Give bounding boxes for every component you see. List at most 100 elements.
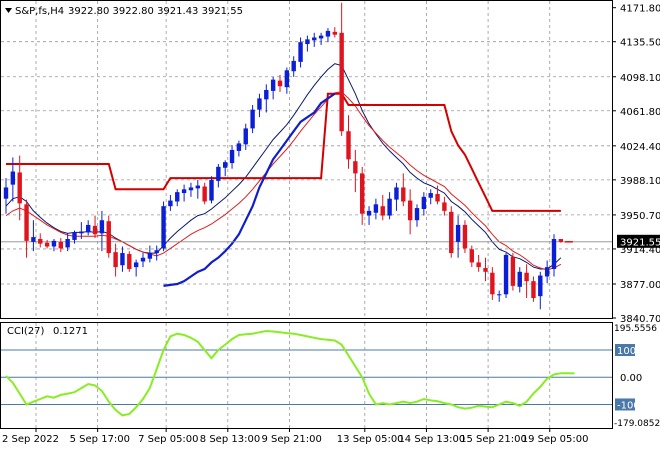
candle-body [428, 193, 433, 198]
candle-body [140, 257, 146, 262]
candle-body [58, 241, 63, 249]
candle-body [407, 200, 413, 221]
cci-header: CCI(27) 0.1271 [7, 326, 88, 337]
cci-level-badge [615, 398, 635, 411]
series-line-support [163, 92, 336, 287]
candle-body [510, 256, 516, 286]
cci-axis-max: 195.5556 [614, 324, 657, 334]
candle-body [373, 204, 379, 213]
x-tick-label: 14 Sep 13:00 [398, 434, 465, 445]
y-tick-label: 4135.50 [620, 38, 660, 49]
candle-body [483, 268, 488, 272]
candle-body [133, 262, 139, 268]
candle-body [229, 149, 235, 164]
candle-body [497, 294, 502, 296]
candle-body [346, 131, 351, 160]
candle-body [517, 271, 522, 287]
candle-body [531, 281, 536, 299]
candle-body [250, 109, 255, 129]
candle-body [106, 221, 111, 254]
candle-body [99, 220, 105, 234]
y-tick-label: 3988.10 [620, 176, 660, 187]
candle-body [120, 253, 125, 266]
candle-body [223, 162, 228, 168]
x-tick-label: 13 Sep 05:00 [337, 434, 404, 445]
candle-body [65, 238, 70, 248]
candle-body [86, 224, 91, 233]
x-tick-label: 9 Sep 21:00 [261, 434, 321, 445]
candle-body [387, 198, 392, 216]
x-tick-label: 19 Sep 05:00 [522, 434, 589, 445]
y-tick-label: 3950.70 [620, 211, 660, 222]
main-frame [0, 0, 613, 319]
candle-body [538, 275, 543, 297]
x-tick-label: 8 Sep 13:00 [200, 434, 260, 445]
indicator-frame [0, 322, 613, 429]
candle-body [216, 166, 221, 181]
candle-body [414, 208, 420, 221]
candle-body [442, 202, 447, 211]
chart-grid [1, 1, 612, 428]
cci-level-badge [615, 344, 635, 357]
candle-body [236, 143, 242, 151]
candle-body [284, 70, 290, 88]
candle-body [147, 253, 153, 259]
candle-body [24, 204, 29, 241]
candle-body [181, 189, 187, 194]
candle-body [195, 185, 200, 189]
candle-body [168, 200, 173, 207]
y-tick-label: 3840.70 [620, 314, 660, 325]
candle-body [127, 253, 132, 269]
candle-body [332, 31, 337, 35]
candle-body [455, 224, 461, 242]
cci-label: CCI(27) [7, 326, 45, 337]
candle-body [435, 194, 440, 202]
indicator-lines [1, 63, 612, 287]
candle-body [421, 196, 427, 210]
candle-body [175, 192, 180, 202]
candle-body [558, 238, 564, 242]
y-tick-label: 4061.80 [620, 107, 660, 118]
candle-body [360, 173, 365, 214]
series-line-trailing-stop [6, 92, 561, 212]
candle-body [380, 206, 385, 216]
candle-body [469, 249, 474, 263]
candle-body [243, 128, 248, 145]
y-tick-label: 4171.80 [620, 4, 660, 15]
candle-body [3, 187, 9, 199]
current-price-tag: 3921.55 [617, 234, 660, 248]
series-line-ema-fast [5, 63, 562, 270]
chart-header: S&P,fs,H4 3922.80 3922.80 3921.43 3921.5… [5, 6, 243, 17]
triangle-down-icon[interactable] [5, 8, 12, 13]
candle-body [401, 187, 406, 202]
candle-body [161, 206, 166, 249]
candle-body [264, 89, 269, 100]
candle-body [462, 224, 468, 249]
candle-body [394, 187, 399, 200]
candle-body [312, 37, 317, 41]
candles-group [3, 2, 564, 310]
candle-body [202, 186, 207, 202]
current-price-label: 3921.55 [620, 237, 660, 248]
candle-body [524, 272, 529, 282]
candle-body [298, 42, 303, 62]
candle-body [113, 252, 118, 268]
cci-panel: 100 0.00 -100 195.5556 -179.0852 [1, 324, 660, 429]
x-tick-label: 7 Sep 05:00 [138, 434, 198, 445]
candle-body [325, 30, 331, 37]
y-tick-label: 4098.10 [620, 73, 660, 84]
candle-body [72, 232, 77, 240]
candle-body [291, 60, 296, 72]
candle-body [79, 231, 84, 234]
candle-body [44, 242, 50, 247]
candle-body [318, 35, 324, 39]
symbol-title: S&P,fs,H4 [15, 6, 64, 17]
candle-body [339, 32, 344, 132]
candle-body [490, 272, 495, 295]
candle-body [353, 161, 358, 174]
candle-body [209, 179, 214, 201]
candle-body [449, 211, 454, 254]
candle-body [366, 210, 372, 216]
